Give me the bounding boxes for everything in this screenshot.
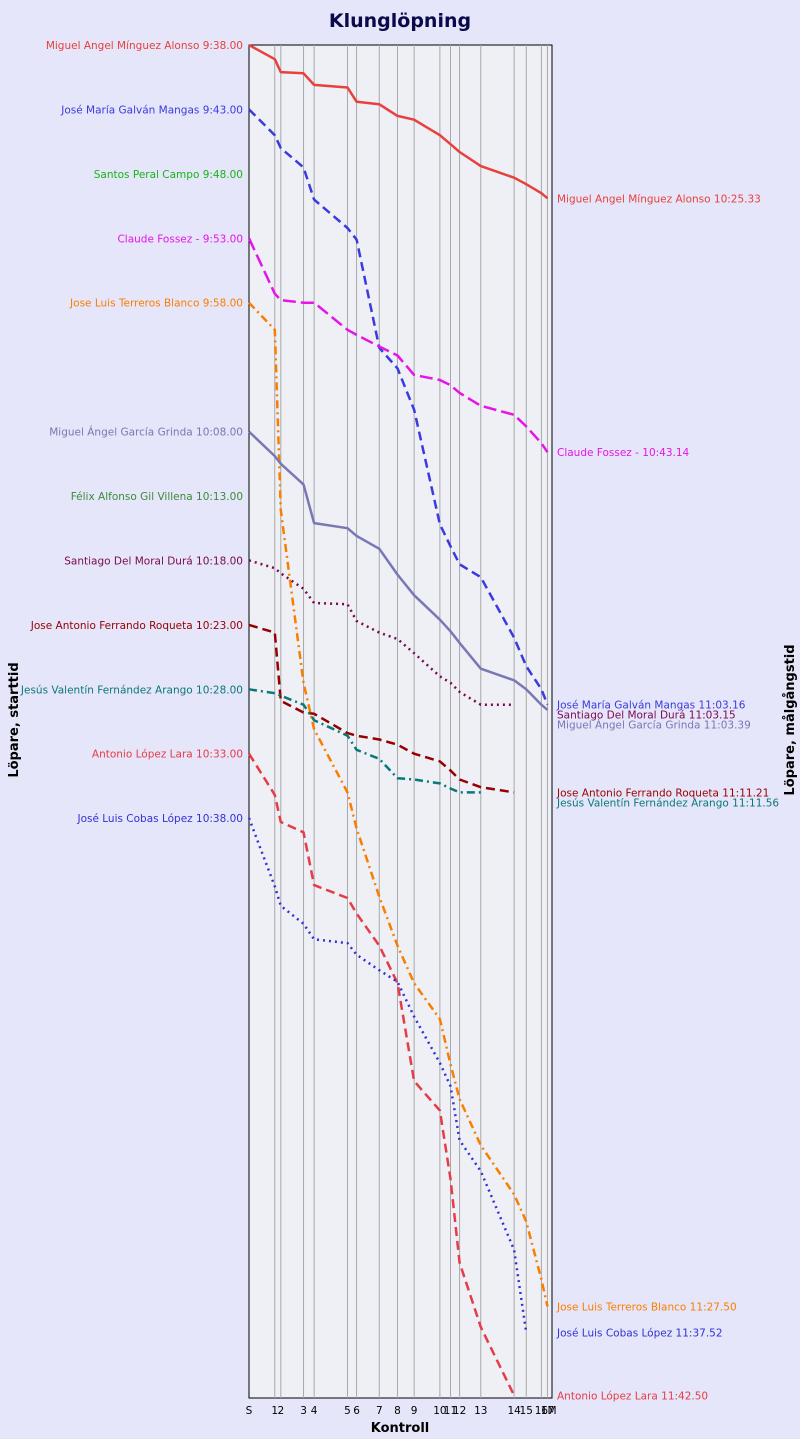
start-label: José Luis Cobas López 10:38.00: [76, 813, 243, 825]
plot-area: [248, 44, 553, 1399]
end-label: Santiago Del Moral Durá 11:03.15: [557, 710, 736, 722]
x-tick-label: 1: [271, 1405, 278, 1417]
start-label: Antonio López Lara 10:33.00: [92, 749, 243, 761]
x-tick-label: 14: [507, 1405, 521, 1417]
x-tick-label: 5: [344, 1405, 351, 1417]
series-line: [248, 108, 549, 706]
x-tick-label: 7: [376, 1405, 383, 1417]
x-tick-label: S: [246, 1405, 253, 1417]
series-line: [248, 43, 549, 200]
start-label: Santiago Del Moral Durá 10:18.00: [64, 555, 243, 567]
end-label: Jesús Valentín Fernández Arango 11:11.56: [556, 797, 779, 809]
series-line: [248, 430, 549, 711]
series-line: [247, 753, 516, 1396]
end-label: José Luis Cobas López 11:37.52: [556, 1327, 723, 1339]
start-label: Santos Peral Campo 9:48.00: [94, 169, 243, 181]
x-tick-label: 4: [311, 1405, 318, 1417]
end-label: Jose Luis Terreros Blanco 11:27.50: [556, 1302, 737, 1314]
end-label: Antonio López Lara 11:42.50: [557, 1390, 708, 1402]
x-tick-label: 6: [353, 1405, 360, 1417]
series-line: [248, 559, 515, 706]
series-line: [248, 623, 515, 794]
series-lines: [247, 43, 549, 1396]
x-tick-label: 16: [535, 1405, 549, 1417]
chart-title: Klunglöpning: [329, 10, 471, 32]
start-label: José María Galván Mangas 9:43.00: [60, 104, 243, 116]
y-axis-title-right: Löpare, målgångstid: [783, 644, 798, 795]
x-tick-label: 17: [541, 1405, 554, 1417]
x-tick-label: 8: [394, 1405, 401, 1417]
x-tick-label: 10: [433, 1405, 446, 1417]
start-label: Jose Antonio Ferrando Roqueta 10:23.00: [30, 620, 243, 632]
end-label: Claude Fossez - 10:43.14: [557, 447, 690, 459]
grid-lines: [274, 45, 548, 1398]
start-label: Miguel Ángel García Grinda 10:08.00: [49, 426, 243, 439]
x-tick-label: 9: [411, 1405, 418, 1417]
runner-labels: Miguel Angel Mínguez Alonso 9:38.00 Migue…: [20, 40, 780, 1402]
y-axis-title-left: Löpare, starttid: [7, 662, 22, 777]
series-line: [248, 688, 481, 794]
start-label: Miguel Angel Mínguez Alonso 9:38.00: [46, 40, 243, 52]
x-tick-label: 13: [474, 1405, 487, 1417]
x-tick-label: 11: [444, 1405, 457, 1417]
end-label: Jose Antonio Ferrando Roqueta 11:11.21: [556, 787, 769, 799]
series-line: [248, 301, 549, 1307]
start-label: Jesús Valentín Fernández Arango 10:28.00: [20, 684, 243, 696]
x-tick-label: 15: [520, 1405, 533, 1417]
x-axis-title: Kontroll: [371, 1421, 430, 1436]
end-label: Miguel Angel Mínguez Alonso 10:25.33: [557, 193, 761, 205]
x-tick-label: 2: [277, 1405, 284, 1417]
x-tick-label: 3: [300, 1405, 307, 1417]
x-tick-label: 12: [453, 1405, 466, 1417]
start-label: Claude Fossez - 9:53.00: [117, 233, 243, 245]
start-label: Jose Luis Terreros Blanco 9:58.00: [69, 298, 243, 310]
end-label: José María Galván Mangas 11:03.16: [556, 700, 746, 712]
end-label: Miguel Ángel García Grinda 11:03.39: [557, 719, 751, 732]
x-tick-label: M: [547, 1405, 556, 1417]
start-label: Félix Alfonso Gil Villena 10:13.00: [71, 491, 243, 503]
